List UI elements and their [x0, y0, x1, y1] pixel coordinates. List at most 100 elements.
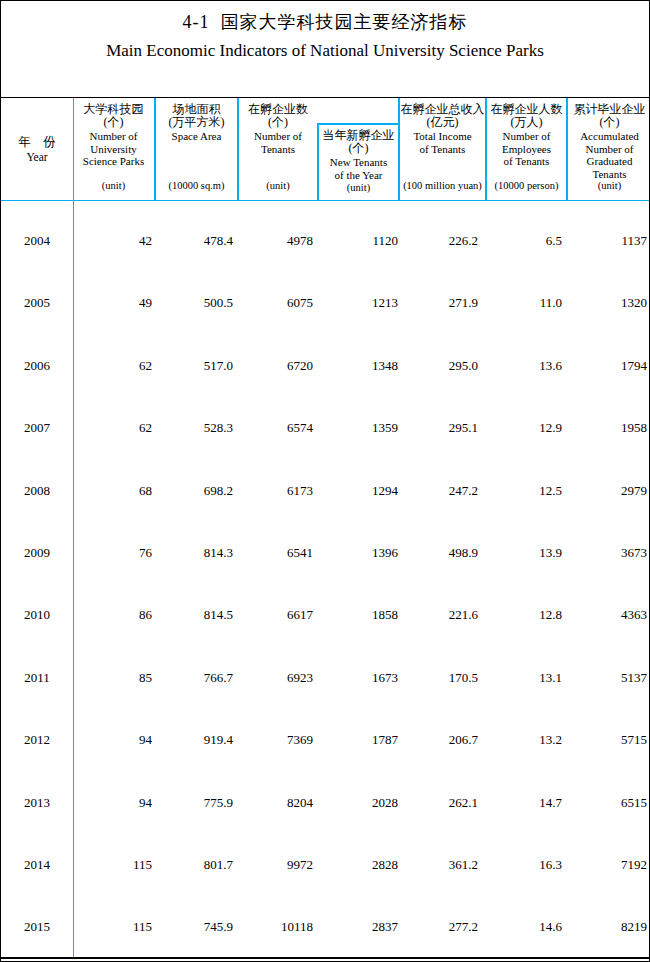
value-cell: 1958 — [568, 388, 650, 450]
col-header-science-parks-en: Number of University Science Parks — [83, 130, 144, 168]
table-row: 2011 85 766.7 6923 1673 170.5 13.1 5137 — [1, 638, 649, 700]
value-cell: 1794 — [568, 326, 650, 388]
value-cell: 13.1 — [487, 638, 568, 700]
value-cell: 4978 — [239, 201, 317, 263]
col-header-total-income-en: Total Income of Tenants — [413, 130, 471, 155]
value-cell: 6173 — [239, 451, 317, 513]
value-cell: 12.5 — [487, 451, 568, 513]
table-bottom-border — [1, 957, 649, 959]
col-header-new-tenants-unit: (unit) — [347, 182, 370, 194]
value-cell: 76 — [73, 513, 156, 575]
value-cell: 6075 — [239, 263, 317, 325]
value-cell: 775.9 — [156, 763, 239, 825]
col-header-year-zh: 年 份 — [18, 135, 56, 150]
value-cell: 4363 — [568, 575, 650, 637]
value-cell: 1213 — [317, 263, 400, 325]
year-cell: 2014 — [1, 825, 73, 887]
value-cell: 206.7 — [400, 700, 487, 762]
value-cell: 2028 — [317, 763, 400, 825]
year-cell: 2010 — [1, 575, 73, 637]
col-header-graduated-unit: (unit) — [598, 180, 621, 192]
value-cell: 498.9 — [400, 513, 487, 575]
value-cell: 8204 — [239, 763, 317, 825]
value-cell: 6541 — [239, 513, 317, 575]
value-cell: 68 — [73, 451, 156, 513]
value-cell: 277.2 — [400, 887, 487, 949]
value-cell: 2828 — [317, 825, 400, 887]
year-cell: 2005 — [1, 263, 73, 325]
value-cell: 1348 — [317, 326, 400, 388]
col-header-new-tenants-en: New Tenants of the Year — [330, 156, 387, 181]
value-cell: 1858 — [317, 575, 400, 637]
value-cell: 6617 — [239, 575, 317, 637]
value-cell: 1396 — [317, 513, 400, 575]
value-cell: 13.6 — [487, 326, 568, 388]
value-cell: 1320 — [568, 263, 650, 325]
col-header-graduated: 累计毕业企业 (个) Accumulated Number of Graduat… — [568, 98, 650, 200]
col-header-graduated-en: Accumulated Number of Graduated Tenants — [580, 130, 639, 180]
table-row: 2012 94 919.4 7369 1787 206.7 13.2 5715 — [1, 700, 649, 762]
year-cell: 2008 — [1, 451, 73, 513]
col-header-new-tenants-zh: 当年新孵企业 (个) — [323, 129, 395, 155]
table-row: 2006 62 517.0 6720 1348 295.0 13.6 1794 — [1, 326, 649, 388]
value-cell: 14.7 — [487, 763, 568, 825]
value-cell: 115 — [73, 887, 156, 949]
value-cell: 1359 — [317, 388, 400, 450]
value-cell: 1137 — [568, 201, 650, 263]
table-header: 年 份 Year 大学科技园 (个) Number of University … — [1, 97, 649, 201]
table-row: 2004 42 478.4 4978 1120 226.2 6.5 1137 — [1, 201, 649, 263]
year-cell: 2011 — [1, 638, 73, 700]
col-header-science-parks-zh: 大学科技园 (个) — [84, 103, 144, 129]
col-header-employees-zh: 在孵企业人数 (万人) — [491, 103, 563, 129]
value-cell: 49 — [73, 263, 156, 325]
table-row: 2005 49 500.5 6075 1213 271.9 11.0 1320 — [1, 263, 649, 325]
value-cell: 9972 — [239, 825, 317, 887]
value-cell: 2979 — [568, 451, 650, 513]
value-cell: 6574 — [239, 388, 317, 450]
value-cell: 528.3 — [156, 388, 239, 450]
value-cell: 170.5 — [400, 638, 487, 700]
value-cell: 262.1 — [400, 763, 487, 825]
value-cell: 13.9 — [487, 513, 568, 575]
value-cell: 814.3 — [156, 513, 239, 575]
col-header-space-area-unit: (10000 sq.m) — [169, 180, 225, 192]
col-header-tenants-group: 在孵企业数 (个) Number of Tenants (unit) 当年新孵企… — [239, 98, 400, 200]
table-row: 2008 68 698.2 6173 1294 247.2 12.5 2979 — [1, 451, 649, 513]
title-block: 4-1 国家大学科技园主要经济指标 Main Economic Indicato… — [1, 1, 649, 97]
col-header-space-area: 场地面积 (万平方米) Space Area (10000 sq.m) — [156, 98, 239, 200]
value-cell: 478.4 — [156, 201, 239, 263]
value-cell: 766.7 — [156, 638, 239, 700]
value-cell: 5137 — [568, 638, 650, 700]
value-cell: 14.6 — [487, 887, 568, 949]
table-body: 2004 42 478.4 4978 1120 226.2 6.5 1137 2… — [1, 201, 649, 950]
statistical-table-page: 4-1 国家大学科技园主要经济指标 Main Economic Indicato… — [0, 0, 650, 962]
col-header-space-area-en: Space Area — [172, 130, 222, 143]
year-cell: 2013 — [1, 763, 73, 825]
value-cell: 814.5 — [156, 575, 239, 637]
col-header-tenants-zh: 在孵企业数 (个) — [248, 103, 308, 129]
value-cell: 361.2 — [400, 825, 487, 887]
col-header-total-income-zh: 在孵企业总收入 (亿元) — [401, 103, 485, 129]
value-cell: 698.2 — [156, 451, 239, 513]
table-row: 2013 94 775.9 8204 2028 262.1 14.7 6515 — [1, 763, 649, 825]
col-header-science-parks-unit: (unit) — [102, 180, 125, 192]
value-cell: 13.2 — [487, 700, 568, 762]
value-cell: 3673 — [568, 513, 650, 575]
table-row: 2007 62 528.3 6574 1359 295.1 12.9 1958 — [1, 388, 649, 450]
year-cell: 2009 — [1, 513, 73, 575]
col-header-year: 年 份 Year — [1, 98, 73, 200]
value-cell: 919.4 — [156, 700, 239, 762]
value-cell: 94 — [73, 763, 156, 825]
value-cell: 271.9 — [400, 263, 487, 325]
year-cell: 2012 — [1, 700, 73, 762]
value-cell: 7369 — [239, 700, 317, 762]
value-cell: 6515 — [568, 763, 650, 825]
value-cell: 62 — [73, 326, 156, 388]
col-header-employees-unit: (10000 person) — [495, 180, 559, 192]
value-cell: 85 — [73, 638, 156, 700]
value-cell: 94 — [73, 700, 156, 762]
value-cell: 295.0 — [400, 326, 487, 388]
value-cell: 6720 — [239, 326, 317, 388]
col-header-total-income-unit: (100 million yuan) — [403, 180, 482, 192]
value-cell: 12.8 — [487, 575, 568, 637]
